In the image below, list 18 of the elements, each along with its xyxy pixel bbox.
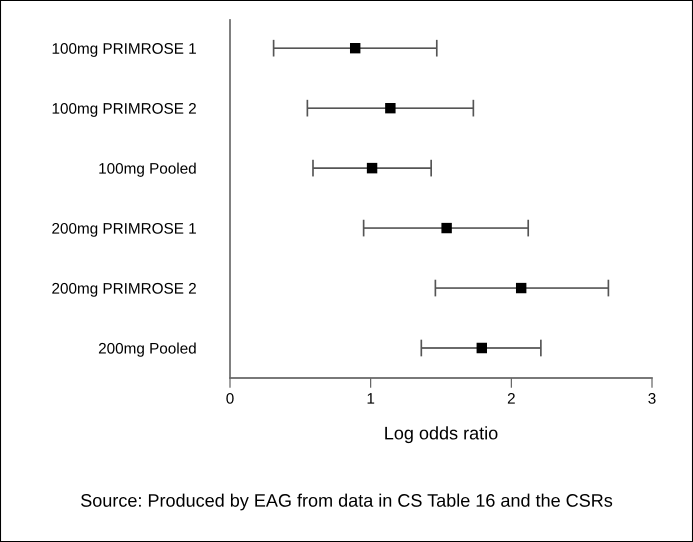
y-tick-label: 200mg Pooled bbox=[98, 342, 196, 357]
point bbox=[350, 42, 360, 54]
x-axis-title: Log odds ratio bbox=[385, 426, 498, 444]
point bbox=[385, 102, 396, 114]
point bbox=[366, 162, 378, 174]
x-tick-label: 1 bbox=[368, 393, 374, 404]
point bbox=[476, 342, 487, 354]
y-tick-label: 100mg PRIMROSE 2 bbox=[52, 103, 196, 117]
x-tick-label: 3 bbox=[648, 392, 656, 404]
y-tick-label: 100mg Pooled bbox=[99, 162, 196, 177]
source-note: Source: Produced by EAG from data in CS Table 16 and the CSRs bbox=[81, 494, 612, 510]
x-tick-label: 0 bbox=[226, 392, 234, 404]
point bbox=[516, 282, 526, 294]
y-tick-label: 200mg PRIMROSE 2 bbox=[52, 282, 196, 297]
y-tick-label: 200mg PRIMROSE 1 bbox=[52, 222, 196, 237]
point bbox=[441, 222, 452, 234]
y-tick-label: 100mg PRIMROSE 1 bbox=[52, 43, 196, 57]
x-tick-label: 2 bbox=[508, 392, 515, 404]
